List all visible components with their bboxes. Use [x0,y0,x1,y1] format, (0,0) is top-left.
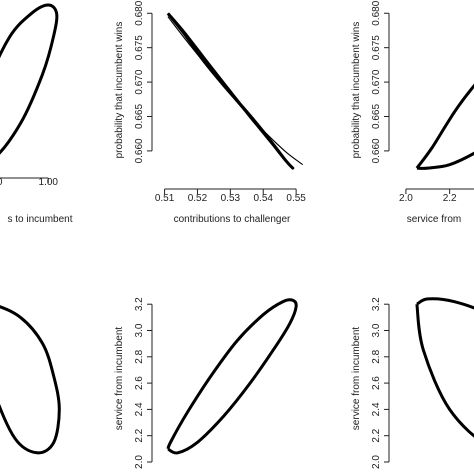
x-tick-label-top-right-1: 2.2 [443,193,457,204]
y-tick-label-top-right-2: 0.670 [371,69,382,94]
y-tick-label-top-right-0: 0.660 [371,138,382,163]
x-tick-label-top-center-1: 0.52 [188,193,208,204]
y-axis-title-bottom-center: service from incumbent [114,327,125,431]
y-axis-title-bottom-right: service from incumbent [351,327,362,431]
x-tick-label-top-center-3: 0.54 [254,193,274,204]
x-axis-title-top-left: s to incumbent [7,214,72,225]
chart-panel-bottom-center: 2.0 2.2 2.4 2.6 2.8 3.0 3.2 service from incumb… [114,297,298,469]
series-line-top-center-0 [166,12,295,170]
y-tick-label-bottom-center-4: 2.8 [134,349,145,363]
y-tick-label-top-center-1: 0.665 [134,104,145,129]
y-tick-label-top-center-4: 0.680 [134,0,145,25]
y-tick-label-bottom-center-1: 2.2 [134,428,145,442]
y-tick-label-bottom-center-2: 2.4 [134,402,145,416]
chart-panel-top-center: 0.51 0.52 0.53 0.54 0.55 contributions to cha… [114,0,306,225]
x-axis-title-top-center: contributions to challenger [174,214,291,225]
y-tick-label-top-center-2: 0.670 [134,69,145,94]
y-tick-label-top-right-4: 0.680 [371,0,382,25]
y-tick-label-top-right-3: 0.675 [371,35,382,60]
x-tick-label-top-center-0: 0.51 [155,193,175,204]
y-tick-label-top-center-3: 0.675 [134,35,145,60]
y-tick-label-bottom-center-3: 2.6 [134,376,145,390]
y-tick-label-bottom-right-0: 2.0 [371,455,382,469]
x-tick-label-top-right-0: 2.0 [399,193,413,204]
x-axis-title-top-right: service from [407,214,461,225]
y-tick-label-bottom-right-5: 3.0 [371,323,382,337]
y-tick-label-bottom-right-3: 2.6 [371,376,382,390]
chart-panel-top-right: 2.02.22.42.6service from0.6600.6650.6700… [351,0,474,225]
series-line-bottom-right-0 [415,297,474,438]
x-tick-label-top-center-4: 0.55 [286,193,306,204]
y-tick-label-bottom-center-0: 2.0 [134,455,145,469]
x-tick-label-top-left-0: 0.90 [0,177,3,188]
y-tick-label-bottom-center-6: 3.2 [134,297,145,311]
y-tick-label-top-center-0: 0.660 [134,138,145,163]
y-tick-label-bottom-right-2: 2.4 [371,402,382,416]
series-line-bottom-left-0 [0,305,61,455]
chart-panel-top-left: 0.90 1.00 s to incumbent [0,3,73,225]
x-tick-label-top-left-1: 1.00 [39,177,59,188]
series-line-top-right-0 [415,83,474,170]
y-tick-label-bottom-right-6: 3.2 [371,297,382,311]
x-tick-label-top-center-2: 0.53 [221,193,241,204]
chart-panel-bottom-right: 2.0 2.2 2.4 2.6 2.8 3.0 3.2 service from incumb… [351,297,474,469]
y-tick-label-bottom-right-1: 2.2 [371,428,382,442]
series-line-bottom-center-0 [166,298,298,455]
chart-panel-bottom-left [0,305,61,455]
y-tick-label-top-right-1: 0.665 [371,104,382,129]
y-tick-label-bottom-right-4: 2.8 [371,349,382,363]
y-axis-title-top-right: probability that incumbent wins [351,22,362,159]
series-line-top-center-1 [167,16,304,166]
y-axis-title-top-center: probability that incumbent wins [114,22,125,159]
y-tick-label-bottom-center-5: 3.0 [134,323,145,337]
series-line-top-left-0 [0,3,59,155]
